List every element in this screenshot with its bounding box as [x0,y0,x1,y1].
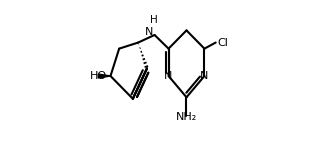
Text: Cl: Cl [217,38,228,48]
Text: N: N [164,71,173,81]
Text: HO: HO [90,71,107,81]
Text: NH₂: NH₂ [176,112,197,122]
Text: H: H [150,15,157,25]
Text: N: N [200,71,209,81]
Polygon shape [98,74,111,78]
Text: N: N [145,27,154,37]
